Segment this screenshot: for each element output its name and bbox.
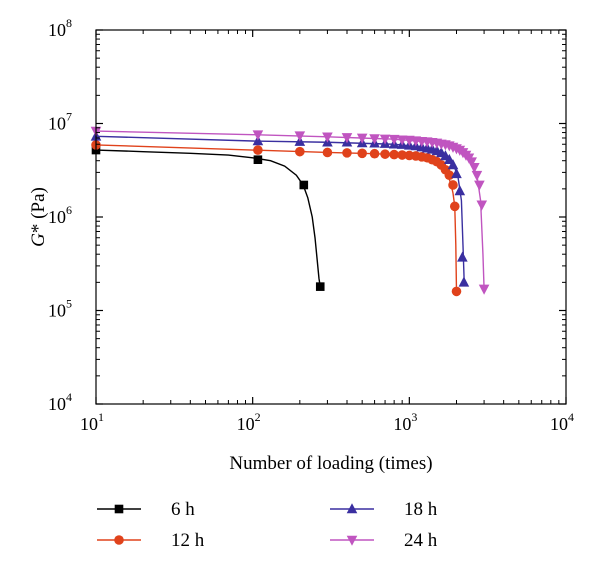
x-tick-label: 101 bbox=[80, 410, 104, 434]
y-axis-title-unit: * (Pa) bbox=[28, 187, 49, 233]
data-point-marker bbox=[295, 146, 305, 157]
legend-item: 18 h bbox=[330, 499, 438, 520]
data-point-marker bbox=[294, 131, 306, 142]
data-point-marker bbox=[444, 170, 455, 180]
legend-marker bbox=[346, 535, 358, 546]
data-point-marker bbox=[396, 135, 408, 146]
data-point-marker bbox=[457, 251, 468, 262]
data-point-marker bbox=[451, 167, 462, 179]
data-point-marker bbox=[469, 163, 480, 174]
data-point-marker bbox=[357, 148, 367, 159]
data-point-marker bbox=[448, 180, 458, 190]
x-tick-label: 103 bbox=[393, 410, 417, 434]
data-point-marker bbox=[447, 159, 459, 170]
series-layer bbox=[90, 126, 490, 297]
x-axis-title: Number of loading (times) bbox=[229, 453, 432, 474]
data-point-marker bbox=[342, 148, 352, 158]
legend-label: 24 h bbox=[404, 530, 438, 551]
y-axis-title-symbol: G bbox=[28, 233, 49, 247]
y-tick-label: 104 bbox=[48, 390, 72, 414]
data-point-marker bbox=[322, 147, 333, 158]
data-point-marker bbox=[474, 180, 485, 191]
legend-item: 24 h bbox=[330, 530, 438, 551]
series-18h bbox=[90, 130, 470, 287]
x-tick-label: 104 bbox=[550, 410, 574, 434]
ticks-layer: 101 102 103 104 104 105 106 107 108 bbox=[48, 16, 574, 434]
series-6h bbox=[91, 145, 325, 291]
legend-label: 18 h bbox=[404, 499, 438, 520]
data-point-marker bbox=[451, 286, 462, 297]
y-axis-title: G* (Pa) bbox=[28, 187, 49, 247]
data-point-marker bbox=[466, 157, 477, 168]
series-line bbox=[95, 144, 458, 292]
data-point-marker bbox=[397, 150, 407, 160]
legend-label: 12 h bbox=[171, 530, 205, 551]
data-point-marker bbox=[356, 133, 368, 144]
legend-marker bbox=[114, 535, 124, 545]
legend-item: 6 h bbox=[97, 499, 195, 520]
legend: 6 h 12 h 18 h 24 h bbox=[97, 499, 438, 551]
data-point-marker bbox=[253, 155, 263, 165]
data-point-marker bbox=[471, 170, 483, 181]
data-point-marker bbox=[458, 276, 470, 287]
data-point-marker bbox=[388, 134, 400, 145]
legend-label: 6 h bbox=[171, 499, 195, 520]
data-point-marker bbox=[379, 134, 391, 145]
data-point-marker bbox=[380, 149, 390, 159]
legend-marker bbox=[114, 504, 124, 514]
y-tick-label: 107 bbox=[48, 110, 72, 134]
y-tick-label: 106 bbox=[48, 203, 72, 227]
data-point-marker bbox=[389, 149, 399, 160]
series-line bbox=[95, 149, 321, 287]
data-point-marker bbox=[341, 133, 353, 144]
data-point-marker bbox=[299, 180, 309, 190]
series-24h bbox=[90, 126, 490, 295]
data-point-marker bbox=[253, 145, 263, 155]
data-point-marker bbox=[322, 132, 333, 143]
data-point-marker bbox=[454, 185, 466, 196]
legend-item: 12 h bbox=[97, 530, 205, 551]
y-tick-label: 108 bbox=[48, 16, 72, 40]
y-tick-label: 105 bbox=[48, 297, 72, 321]
data-point-marker bbox=[369, 134, 380, 145]
data-point-marker bbox=[478, 284, 490, 295]
data-point-marker bbox=[252, 130, 264, 141]
data-point-marker bbox=[476, 200, 488, 211]
legend-marker bbox=[346, 503, 358, 514]
data-point-marker bbox=[315, 282, 325, 291]
plot-frame bbox=[95, 29, 567, 405]
x-tick-label: 102 bbox=[237, 410, 261, 434]
data-point-marker bbox=[449, 201, 460, 212]
data-point-marker bbox=[369, 148, 380, 159]
series-12h bbox=[91, 140, 462, 297]
